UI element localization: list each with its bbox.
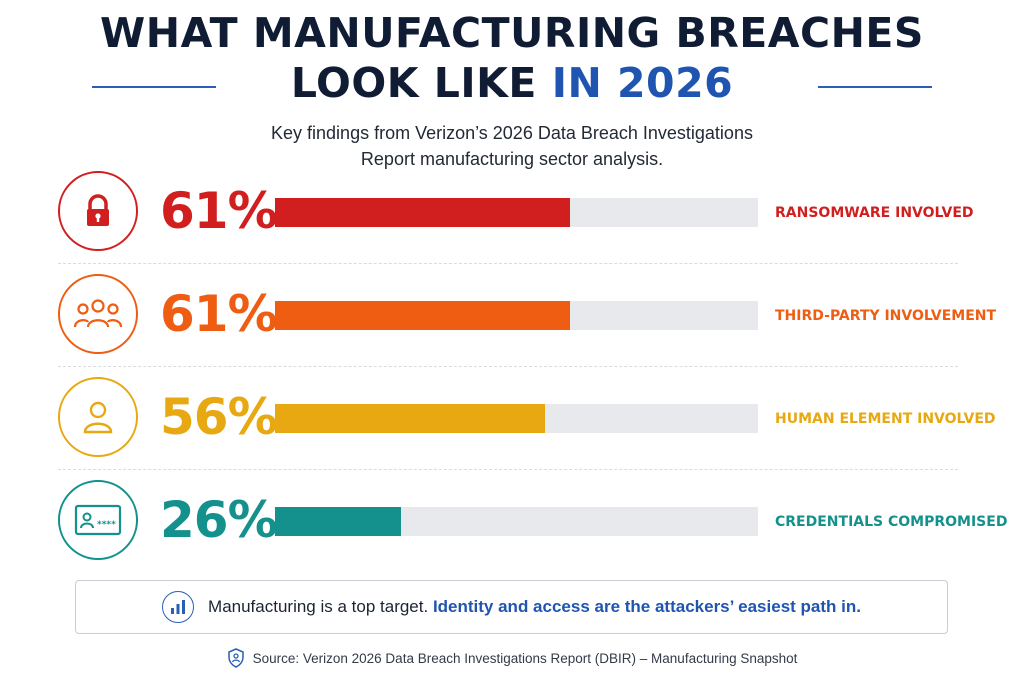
bar-track [275, 301, 758, 330]
value-label: 56% [160, 388, 278, 446]
bar [275, 507, 401, 536]
bar-track [275, 198, 758, 227]
value-label: 61% [160, 285, 278, 343]
person-icon [58, 377, 138, 457]
callout-text: Manufacturing is a top target. Identity … [208, 597, 861, 617]
row-divider [58, 469, 958, 470]
id-card-icon: **** [58, 480, 138, 560]
category-label: CREDENTIALS COMPROMISED [775, 514, 1008, 530]
title-line-1: WHAT MANUFACTURING BREACHES [100, 9, 924, 57]
title-line-2: LOOK LIKE IN 2026 [0, 58, 1024, 108]
source-note: Source: Verizon 2026 Data Breach Investi… [0, 648, 1024, 668]
callout-text-emphasis: Identity and access are the attackers’ e… [432, 597, 861, 616]
bar-row: **** 26% CREDENTIALS COMPROMISED [40, 472, 1007, 572]
bar [275, 198, 570, 227]
title-line-2-highlight: IN 2026 [551, 59, 734, 107]
bar-chart-icon [162, 591, 195, 623]
category-label: RANSOMWARE INVOLVED [775, 205, 974, 221]
subtitle-line-1: Key findings from Verizon’s 2026 Data Br… [271, 123, 753, 143]
bar-track [275, 404, 758, 433]
bar-row: 61% THIRD-PARTY INVOLVEMENT [40, 266, 996, 366]
callout-text-plain: Manufacturing is a top target. [208, 597, 433, 616]
svg-text:****: **** [97, 520, 116, 530]
source-text: Source: Verizon 2026 Data Breach Investi… [252, 650, 798, 666]
bar [275, 301, 570, 330]
subtitle-line-2: Report manufacturing sector analysis. [360, 149, 664, 169]
title-line-2-main: LOOK LIKE [290, 59, 537, 107]
value-label: 26% [160, 491, 278, 549]
subtitle: Key findings from Verizon’s 2026 Data Br… [0, 120, 1024, 172]
bar [275, 404, 546, 433]
bar-row: 56% HUMAN ELEMENT INVOLVED [40, 369, 996, 469]
bar-track [275, 507, 758, 536]
row-divider [58, 366, 958, 367]
category-label: HUMAN ELEMENT INVOLVED [775, 411, 996, 427]
callout-box: Manufacturing is a top target. Identity … [75, 580, 948, 634]
title-rule-right [818, 86, 932, 88]
group-icon [58, 274, 138, 354]
shield-icon [227, 648, 244, 668]
value-label: 61% [160, 182, 278, 240]
page-title: WHAT MANUFACTURING BREACHES LOOK LIKE IN… [0, 8, 1024, 108]
title-rule-left [92, 86, 216, 88]
row-divider [58, 263, 958, 264]
lock-icon [58, 171, 138, 251]
bar-row: 61% RANSOMWARE INVOLVED [40, 163, 974, 263]
category-label: THIRD-PARTY INVOLVEMENT [775, 308, 997, 324]
